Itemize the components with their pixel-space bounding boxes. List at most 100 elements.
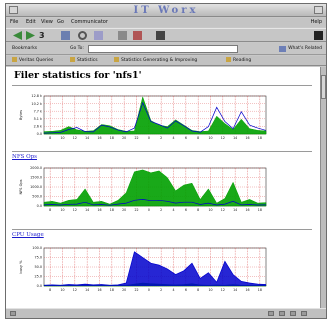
x-tick-label: 10 (60, 208, 64, 212)
close-button[interactable] (314, 6, 323, 14)
news-icon[interactable] (301, 311, 307, 316)
y-tick-label: 0.0 (37, 284, 42, 288)
menu-view[interactable]: View (41, 19, 53, 25)
y-axis-label: Bytes (19, 110, 23, 120)
scrollbar-thumb[interactable] (321, 75, 326, 99)
x-tick-label: 6 (185, 288, 187, 292)
x-tick-label: 0 (148, 288, 150, 292)
personal-item[interactable]: Statistics (70, 56, 98, 66)
navigator-icon[interactable] (268, 311, 274, 316)
divider (12, 229, 312, 230)
y-tick-label: 1500.0 (30, 176, 42, 180)
x-tick-label: 14 (233, 208, 237, 212)
whats-related-button[interactable]: What's Related (288, 46, 322, 51)
personal-item[interactable]: Veritas Queries (12, 56, 53, 66)
title-bar[interactable]: IT Worx (6, 4, 326, 17)
whats-related-icon[interactable] (279, 46, 286, 52)
y-tick-label: 0.0 (37, 204, 42, 208)
print-icon[interactable] (118, 31, 127, 40)
chart-svg: 8 10 12 14 16 18 20 22 0 2 4 6 8 10 12 14 16 18 100.0 75.0 5… (19, 246, 267, 292)
y-tick-label: 7.7 k (34, 109, 42, 113)
page-title: Filer statistics for 'nfs1' (14, 70, 142, 81)
x-tick-label: 8 (49, 208, 51, 212)
y-tick-label: 12.8 k (31, 94, 42, 98)
status-bar (6, 308, 326, 318)
x-tick-label: 8 (197, 136, 199, 140)
menu-communicator[interactable]: Communicator (71, 19, 108, 25)
security-icon[interactable] (133, 31, 142, 40)
x-tick-label: 14 (85, 136, 89, 140)
x-tick-label: 2 (160, 208, 162, 212)
x-tick-label: 22 (134, 208, 138, 212)
personal-item-label: Reading (233, 58, 252, 63)
section-link-nfs-ops[interactable]: NFS Ops (12, 154, 37, 160)
x-tick-label: 12 (73, 208, 77, 212)
chart-svg: 8 10 12 14 16 18 20 22 0 2 4 6 8 10 12 14 16 18 12.8 k 10.2… (19, 94, 267, 140)
y-tick-label: 50.0 (34, 265, 42, 269)
x-tick-label: 10 (208, 288, 212, 292)
x-tick-label: 14 (85, 208, 89, 212)
x-tick-label: 10 (208, 136, 212, 140)
x-tick-label: 18 (110, 208, 114, 212)
images-icon[interactable] (94, 31, 103, 40)
x-tick-label: 16 (97, 288, 101, 292)
x-tick-label: 8 (197, 208, 199, 212)
forward-icon[interactable] (26, 31, 35, 40)
x-tick-label: 12 (73, 136, 77, 140)
x-tick-label: 16 (245, 136, 249, 140)
menu-file[interactable]: File (10, 19, 19, 25)
x-tick-label: 0 (148, 136, 150, 140)
chart-svg: 8 10 12 14 16 18 20 22 0 2 4 6 8 10 12 14 16 18 2000.0 1500… (19, 166, 267, 212)
security-status-icon[interactable] (10, 311, 16, 316)
composer-icon[interactable] (290, 311, 296, 316)
divider (12, 85, 312, 86)
chart-1: 8 10 12 14 16 18 20 22 0 2 4 6 8 10 12 14 16 18 2000.0 1500… (18, 165, 271, 215)
x-tick-label: 4 (172, 288, 174, 292)
y-axis-label: busy % (19, 260, 23, 274)
x-tick-label: 14 (233, 136, 237, 140)
menu-help[interactable]: Help (310, 19, 322, 25)
stop-icon[interactable] (156, 31, 165, 40)
x-tick-label: 8 (49, 288, 51, 292)
x-tick-label: 10 (60, 136, 64, 140)
y-tick-label: 0.0 (37, 132, 42, 136)
window-title: IT Worx (133, 5, 199, 16)
location-bar: Bookmarks Go To: What's Related (6, 43, 326, 55)
y-tick-label: 10.2 k (31, 102, 42, 106)
bookmark-icon (12, 57, 17, 62)
x-tick-label: 20 (122, 288, 126, 292)
search-icon[interactable] (78, 31, 87, 40)
bookmarks-button[interactable]: Bookmarks (12, 46, 38, 51)
x-tick-label: 14 (85, 288, 89, 292)
x-tick-label: 18 (258, 208, 262, 212)
personal-item-label: Statistics (77, 58, 98, 63)
y-tick-label: 25.0 (34, 275, 42, 279)
url-input[interactable] (88, 45, 238, 53)
bookmark-icon (70, 57, 75, 62)
x-tick-label: 18 (258, 288, 262, 292)
y-tick-label: 100.0 (32, 246, 42, 250)
x-tick-label: 2 (160, 288, 162, 292)
mail-icon[interactable] (279, 311, 285, 316)
goto-label: Go To: (70, 46, 84, 51)
series-area (43, 169, 267, 207)
window-menu-button[interactable] (9, 6, 18, 14)
section-link-cpu-usage[interactable]: CPU Usage (12, 232, 44, 238)
x-tick-label: 4 (172, 208, 174, 212)
back-icon[interactable] (13, 31, 22, 40)
home-icon[interactable] (61, 31, 70, 40)
x-tick-label: 8 (49, 136, 51, 140)
x-tick-label: 22 (134, 288, 138, 292)
personal-item[interactable]: Reading (226, 56, 251, 66)
x-tick-label: 16 (245, 208, 249, 212)
bookmark-icon (226, 57, 231, 62)
vertical-scrollbar[interactable] (320, 67, 326, 308)
menu-edit[interactable]: Edit (26, 19, 36, 25)
series-area (44, 251, 266, 286)
reload-icon[interactable]: 3 (39, 31, 45, 40)
x-tick-label: 20 (122, 208, 126, 212)
x-tick-label: 6 (185, 208, 187, 212)
y-tick-label: 2.6 k (34, 125, 42, 129)
personal-item[interactable]: Statistics Generating & Improving (114, 56, 197, 66)
menu-go[interactable]: Go (57, 19, 64, 25)
